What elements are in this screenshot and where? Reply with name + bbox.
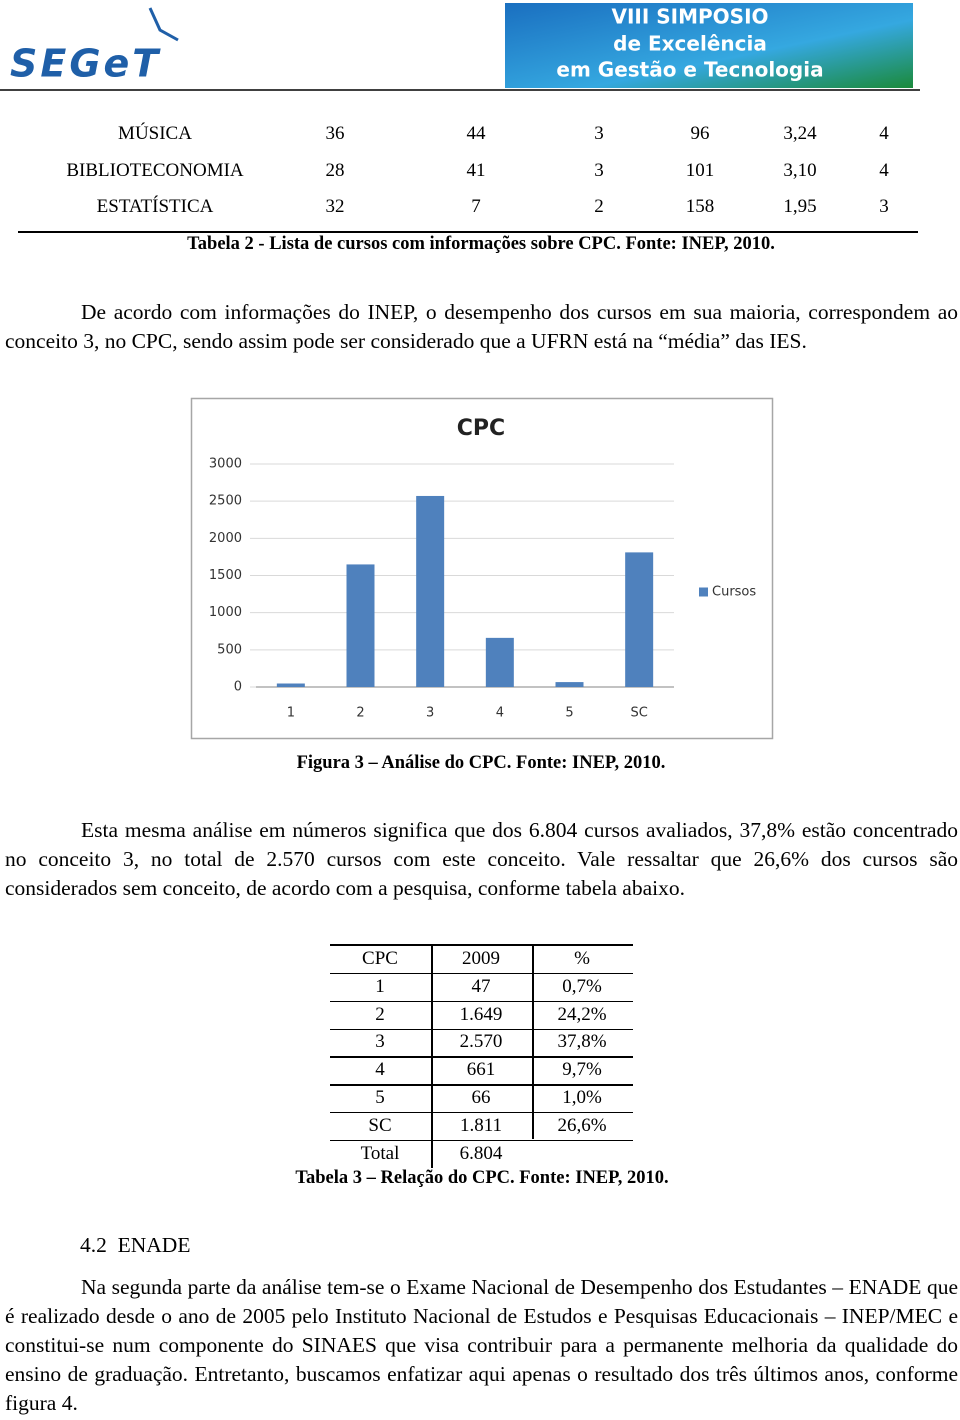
bar (346, 564, 375, 687)
table-cell: 3,24 (783, 123, 817, 144)
table-header-cell: 2009 (462, 948, 500, 969)
table-cell: 2 (594, 196, 604, 217)
table-line (532, 944, 534, 1139)
x-tick-label: 2 (356, 706, 364, 721)
table-cell: 3 (375, 1031, 385, 1053)
bar (555, 682, 584, 687)
table-line (330, 1000, 633, 1003)
table-cell: 32 (325, 196, 345, 217)
table-cell: 101 (685, 160, 715, 181)
banner (505, 3, 913, 88)
table-line (330, 972, 633, 975)
table-cell: 4 (879, 160, 889, 181)
bar (485, 637, 514, 687)
table-cell: 3 (879, 196, 889, 217)
table-cell: 24,2% (557, 1003, 607, 1025)
table-cell: 1.811 (459, 1114, 503, 1136)
table-cell: 1 (375, 975, 385, 997)
table-cell: MÚSICA (118, 123, 192, 144)
x-tick-label: 1 (287, 706, 295, 721)
table-cell: 2 (375, 1003, 385, 1025)
table-cell: 37,8% (557, 1031, 607, 1053)
table-cell: 0,7% (562, 975, 602, 997)
table-line (330, 1084, 633, 1086)
table-line (330, 1028, 633, 1030)
bar (625, 552, 654, 687)
header: SEGeT VIII SIMPOSIO de Excelência em Ges… (0, 3, 920, 91)
table-caption: Tabela 3 – Relação do CPC. Fonte: INEP, … (295, 1168, 669, 1188)
table-cell: 1,95 (783, 196, 817, 217)
y-tick-label: 0 (234, 680, 242, 695)
legend-label: Cursos (712, 585, 756, 600)
table-cell: ESTATÍSTICA (96, 196, 214, 217)
y-tick-label: 1500 (209, 568, 242, 583)
chart: CPC 0 500 1000 1500 2000 2500 3000 1 2 3 4 5 SC Curso… (190, 397, 774, 740)
paragraph: Na segunda parte da análise tem-se o Exa… (5, 1275, 958, 1415)
table-cell: SC (368, 1114, 392, 1136)
bar (276, 683, 305, 687)
table-cell: 3 (594, 123, 604, 144)
table-line (330, 1111, 633, 1114)
logo-swoosh (148, 7, 179, 42)
table-cell: 2.570 (459, 1031, 503, 1053)
table-cell: 1,0% (562, 1087, 602, 1108)
table-cell: 7 (471, 196, 481, 217)
table-line (330, 1139, 633, 1142)
table-cell: 6.804 (459, 1142, 503, 1164)
table-cell: 28 (325, 160, 345, 181)
chart-frame (190, 397, 774, 740)
chart-title: CPC (457, 416, 505, 441)
banner-line: em Gestão e Tecnologia (556, 58, 823, 82)
table-rule (18, 231, 918, 233)
table-line (330, 1056, 633, 1058)
table-cell: 96 (690, 123, 710, 144)
x-tick-label: 3 (426, 706, 434, 721)
table-cell: 66 (471, 1087, 491, 1108)
table-cell: Total (360, 1142, 400, 1164)
paragraph: De acordo com informações do INEP, o des… (5, 300, 958, 353)
y-tick-label: 2000 (209, 531, 242, 546)
table-cell: 41 (466, 160, 486, 181)
y-tick-label: 500 (217, 642, 242, 657)
table-cell: 26,6% (557, 1114, 607, 1136)
table-cell: 4 (879, 123, 889, 144)
table-header-cell: % (574, 948, 590, 969)
table-cell: 3 (594, 160, 604, 181)
logo: SEGeT (10, 42, 161, 86)
paragraph: Esta mesma análise em números significa … (5, 818, 958, 900)
x-tick-label: SC (630, 706, 647, 721)
table-cell: 47 (471, 975, 491, 997)
bar (416, 495, 445, 687)
table-cell: 4 (375, 1059, 385, 1081)
banner-line: de Excelência (613, 32, 767, 56)
table-cell: 1.649 (459, 1003, 503, 1025)
table-caption: Tabela 2 - Lista de cursos com informaçõ… (187, 234, 775, 254)
table-cell: 158 (685, 196, 715, 217)
table-cell: 3,10 (783, 160, 817, 181)
y-tick-label: 1000 (209, 605, 242, 620)
table-cell: 44 (466, 123, 486, 144)
table-cell: 9,7% (562, 1059, 602, 1081)
banner-line: VIII SIMPOSIO (611, 5, 768, 29)
y-tick-label: 2500 (209, 494, 242, 509)
table-cell: 661 (466, 1059, 496, 1081)
y-tick-label: 3000 (209, 457, 242, 472)
legend-swatch (699, 587, 708, 597)
table-line (330, 944, 633, 946)
x-tick-label: 5 (565, 706, 573, 721)
section-heading: 4.2 ENADE (80, 1233, 191, 1257)
table-header-cell: CPC (362, 948, 398, 969)
figure-caption: Figura 3 – Análise do CPC. Fonte: INEP, … (296, 753, 666, 773)
table-line (431, 944, 433, 1169)
table-cell: 5 (375, 1087, 385, 1108)
table-cell: BIBLIOTECONOMIA (66, 160, 244, 181)
table-cell: 36 (325, 123, 345, 144)
x-tick-label: 4 (496, 706, 504, 721)
